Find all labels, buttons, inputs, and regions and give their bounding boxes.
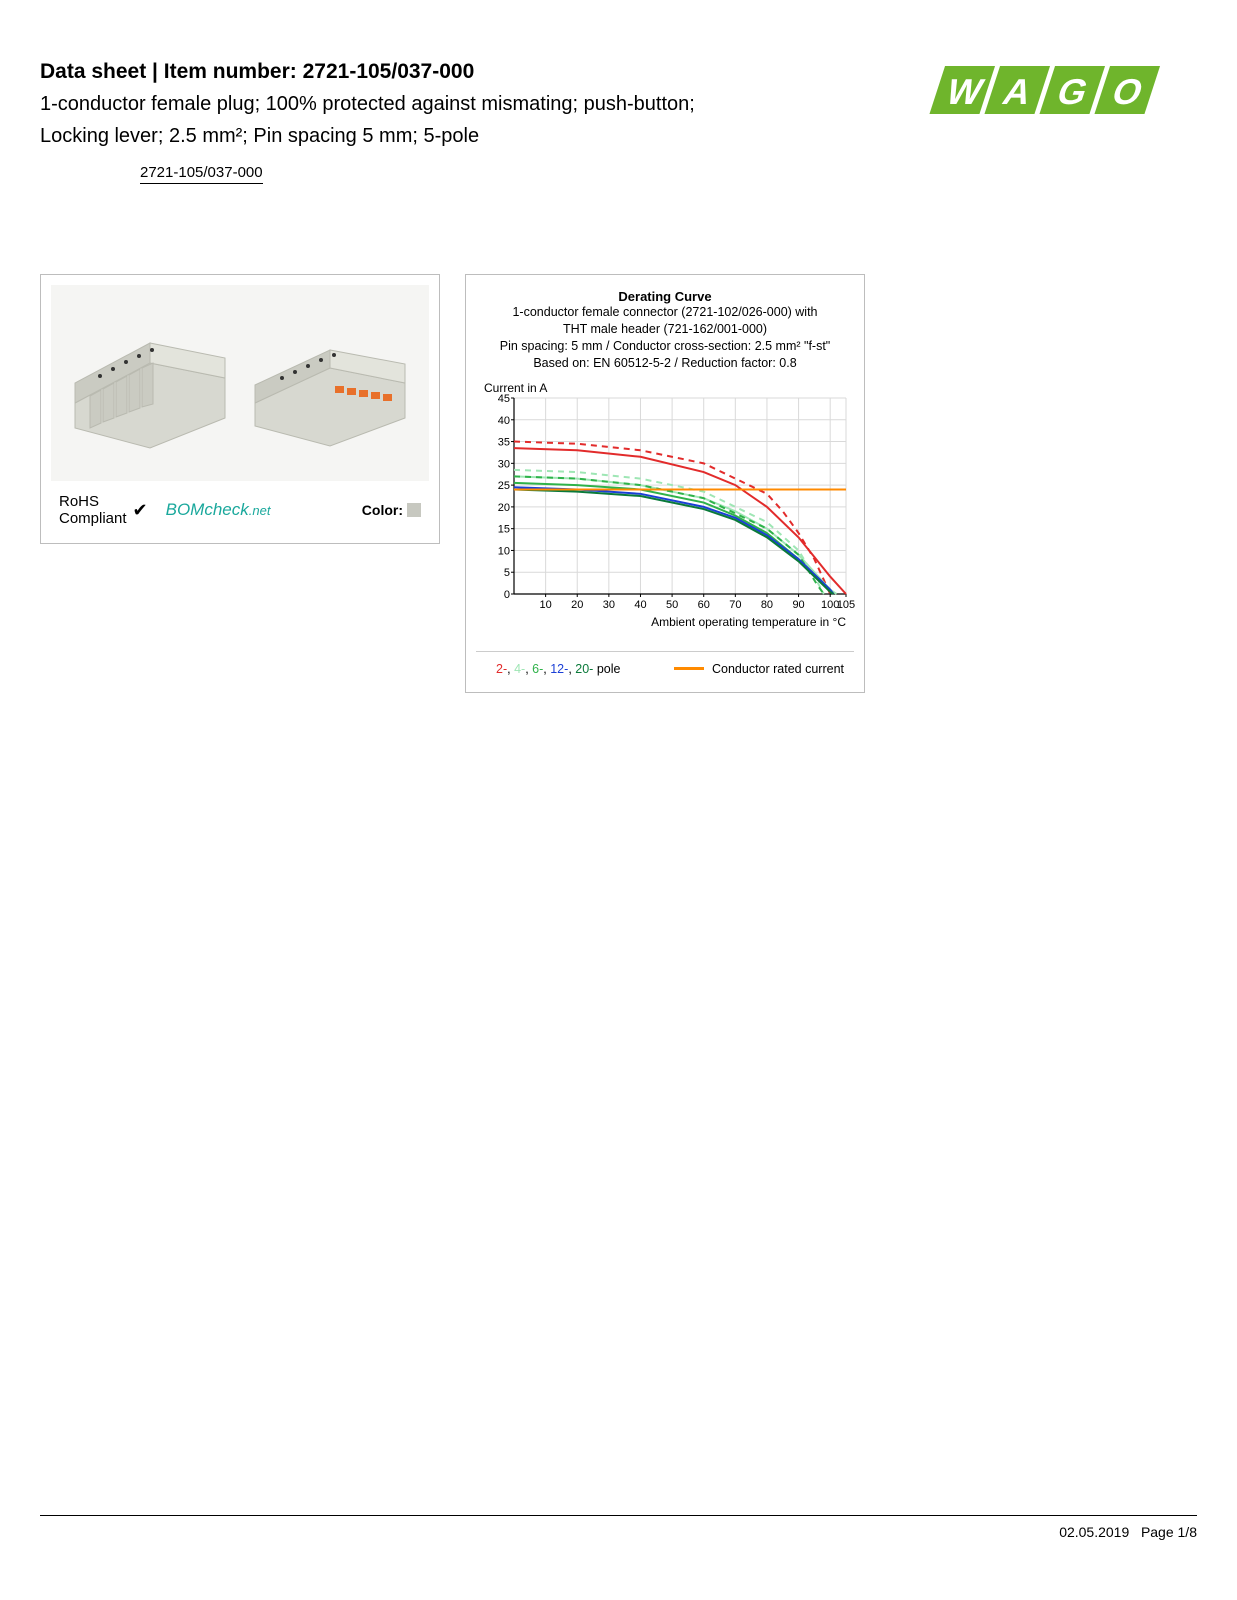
svg-text:15: 15 (498, 523, 510, 535)
svg-text:10: 10 (498, 545, 510, 557)
chart-subtitle-1: 1-conductor female connector (2721-102/0… (476, 304, 854, 321)
legend-line-icon (674, 667, 704, 670)
svg-text:60: 60 (698, 599, 710, 611)
legend-rated-label: Conductor rated current (712, 662, 844, 676)
color-label-text: Color: (362, 502, 403, 518)
breadcrumb[interactable]: 2721-105/037-000 (140, 164, 263, 184)
product-image (51, 285, 429, 481)
svg-text:30: 30 (603, 599, 615, 611)
svg-text:80: 80 (761, 599, 773, 611)
svg-text:105: 105 (837, 599, 855, 611)
svg-text:Current in A: Current in A (484, 381, 547, 395)
bomcheck-text: BOMcheck (166, 500, 249, 519)
subtitle-line-2: Locking lever; 2.5 mm²; Pin spacing 5 mm… (40, 122, 917, 150)
rohs-compliant-badge: RoHS Compliant ✔ (59, 493, 148, 527)
chart-title: Derating Curve (476, 285, 854, 304)
svg-text:5: 5 (504, 567, 510, 579)
footer-page: Page 1/8 (1141, 1524, 1197, 1540)
svg-text:20: 20 (498, 501, 510, 513)
rohs-label-1: RoHS (59, 493, 127, 510)
svg-text:90: 90 (792, 599, 804, 611)
svg-text:45: 45 (498, 393, 510, 405)
svg-text:20: 20 (571, 599, 583, 611)
svg-text:Ambient operating temperature: Ambient operating temperature in °C (651, 615, 846, 629)
page-title: Data sheet | Item number: 2721-105/037-0… (40, 60, 917, 84)
wago-logo: W A G O (917, 60, 1197, 120)
svg-text:70: 70 (729, 599, 741, 611)
chart-legend: 2-, 4-, 6-, 12-, 20- pole Conductor rate… (476, 651, 854, 682)
svg-text:25: 25 (498, 480, 510, 492)
derating-chart-panel: Derating Curve 1-conductor female connec… (465, 274, 865, 693)
title-prefix: Data sheet | Item number: (40, 60, 303, 83)
chart-subtitle-4: Based on: EN 60512-5-2 / Reduction facto… (476, 355, 854, 372)
svg-text:30: 30 (498, 458, 510, 470)
footer-date: 02.05.2019 (1059, 1524, 1129, 1540)
compliance-row: RoHS Compliant ✔ BOMcheck.net Color: (51, 481, 429, 533)
connector-right-icon (255, 350, 405, 446)
svg-text:40: 40 (498, 414, 510, 426)
rohs-label-2: Compliant (59, 510, 127, 527)
chart-subtitle-2: THT male header (721-162/001-000) (476, 321, 854, 338)
svg-text:10: 10 (539, 599, 551, 611)
bomcheck-suffix: .net (249, 503, 271, 518)
page-header: Data sheet | Item number: 2721-105/037-0… (40, 60, 1197, 184)
svg-text:50: 50 (666, 599, 678, 611)
svg-text:35: 35 (498, 436, 510, 448)
content-row: RoHS Compliant ✔ BOMcheck.net Color: Der… (40, 274, 1197, 693)
checkmark-icon: ✔ (133, 500, 148, 521)
svg-text:40: 40 (634, 599, 646, 611)
subtitle-line-1: 1-conductor female plug; 100% protected … (40, 90, 917, 118)
color-indicator: Color: (362, 502, 421, 518)
chart-svg: Current in A 0 5 10 15 20 25 30 35 40 45 10 20 30 40 50… (476, 378, 856, 638)
derating-chart: Current in A 0 5 10 15 20 25 30 35 40 45 10 20 30 40 50… (476, 378, 854, 643)
connector-left-icon (75, 343, 225, 448)
chart-subtitle-3: Pin spacing: 5 mm / Conductor cross-sect… (476, 338, 854, 355)
legend-rated: Conductor rated current (674, 662, 844, 676)
color-swatch (407, 503, 421, 517)
title-item-number: 2721-105/037-000 (303, 60, 475, 83)
header-text-block: Data sheet | Item number: 2721-105/037-0… (40, 60, 917, 184)
legend-series: 2-, 4-, 6-, 12-, 20- pole (496, 662, 620, 676)
page-footer: 02.05.2019 Page 1/8 (40, 1515, 1197, 1540)
product-panel: RoHS Compliant ✔ BOMcheck.net Color: (40, 274, 440, 544)
bomcheck-badge: BOMcheck.net (166, 500, 271, 520)
svg-text:0: 0 (504, 589, 510, 601)
